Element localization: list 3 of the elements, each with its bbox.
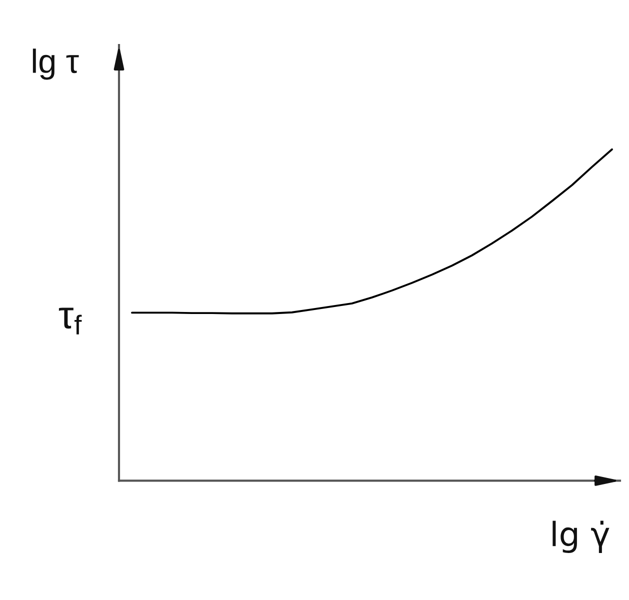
y-axis-title: lg τ bbox=[32, 48, 79, 80]
text: τ$_{f}$ bbox=[58, 308, 82, 334]
x-axis-title: lg γ̇ bbox=[552, 520, 610, 554]
